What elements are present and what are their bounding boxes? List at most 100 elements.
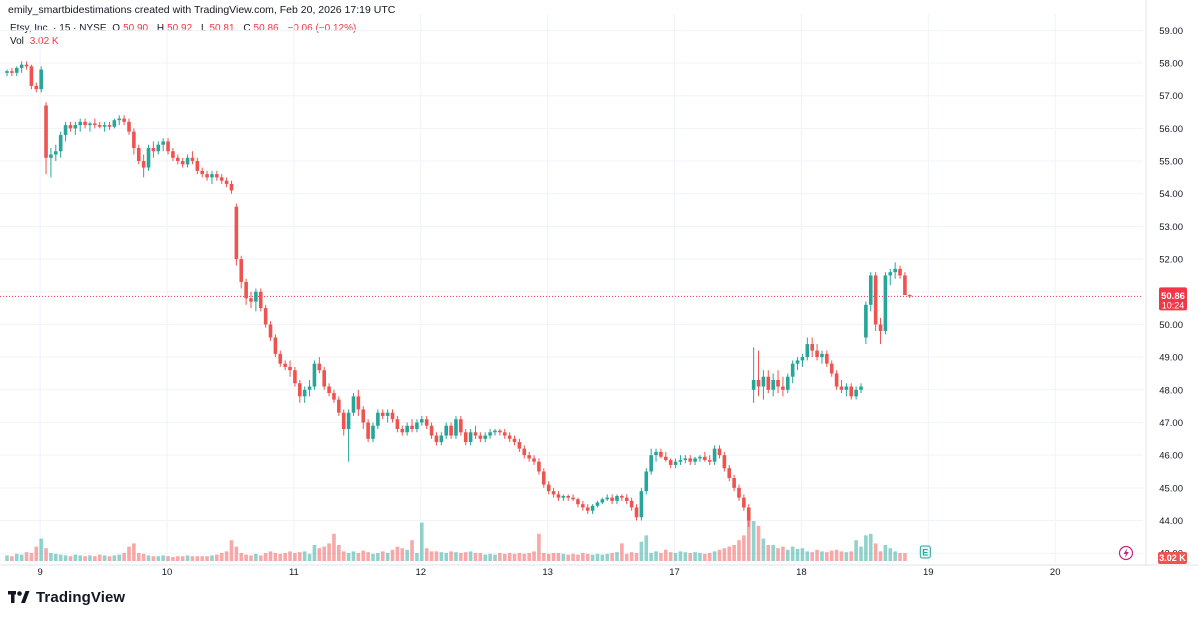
open-label: O: [112, 23, 121, 34]
candle-body: [673, 461, 678, 465]
x-tick-label: 10: [162, 567, 173, 578]
candle-body: [219, 177, 224, 181]
candle-body: [5, 71, 9, 73]
volume-bar: [302, 551, 307, 561]
volume-bar: [829, 550, 834, 561]
volume-bar: [161, 555, 165, 561]
volume-bar: [566, 554, 570, 561]
candle-body: [268, 324, 273, 338]
candle-body: [517, 442, 522, 449]
price-tag-countdown: 10:24: [1162, 300, 1185, 310]
candle-body: [805, 344, 810, 358]
candle-body: [10, 71, 14, 73]
price-tag-bg: [1159, 287, 1187, 311]
candle-body: [585, 507, 590, 511]
volume-bar: [585, 553, 590, 561]
candle-body: [522, 448, 527, 456]
candle-body: [590, 505, 595, 511]
volume-bar: [351, 551, 356, 561]
volume-bar: [502, 553, 507, 561]
volume-bar: [141, 553, 146, 561]
volume-bar: [898, 553, 902, 561]
candle-body: [19, 64, 24, 68]
volume-bar: [693, 552, 697, 561]
candle-body: [141, 161, 146, 168]
candle-body: [893, 268, 897, 273]
volume-bar: [83, 556, 87, 561]
volume-bar: [468, 551, 473, 561]
y-tick-label: 49.00: [1159, 353, 1183, 364]
volume-bar: [356, 553, 361, 561]
candle-body: [795, 360, 800, 364]
volume-bar: [478, 553, 483, 561]
candle-body: [29, 66, 34, 86]
candle-body: [644, 471, 649, 492]
candle-body: [376, 412, 380, 426]
candle-body: [298, 383, 302, 397]
volume-bar: [605, 553, 610, 561]
volume-bar: [424, 548, 429, 561]
tradingview-icon: [8, 591, 30, 603]
volume-bar: [102, 555, 107, 561]
volume-bar: [766, 545, 771, 561]
candle-body: [54, 151, 58, 155]
volume-bar: [132, 543, 136, 561]
candle-body: [83, 121, 87, 126]
volume-bar: [122, 553, 126, 561]
volume-bar: [561, 553, 566, 561]
lightning-bolt: [1123, 548, 1129, 558]
candle-body: [766, 376, 771, 390]
candle-body: [859, 386, 863, 390]
volume-bar: [229, 540, 234, 561]
tradingview-logo[interactable]: TradingView: [8, 589, 125, 606]
volume-bar: [790, 546, 795, 561]
volume-bar: [136, 553, 141, 561]
chart-legend: Etsy, Inc. · 15 · NYSE O 50.90 H 50.92 L 50…: [10, 22, 359, 48]
volume-bar: [195, 556, 200, 561]
volume-bar: [107, 556, 112, 561]
volume-bar: [649, 553, 653, 561]
candle-body: [722, 455, 727, 469]
y-tick-label: 55.00: [1159, 157, 1183, 168]
candle-body: [439, 435, 444, 443]
candle-body: [420, 419, 424, 423]
volume-bar: [293, 553, 297, 561]
candle-body: [424, 419, 429, 426]
volume-bar: [205, 556, 209, 561]
volume-bar: [395, 546, 400, 561]
volume-bar: [146, 555, 151, 561]
candle-body: [258, 291, 263, 309]
volume-bar: [473, 553, 478, 561]
volume-bar: [746, 513, 751, 561]
candle-body: [44, 105, 48, 158]
candle-body: [693, 458, 697, 462]
candle-body: [229, 183, 234, 191]
candle-body: [73, 125, 78, 129]
candle-body: [595, 502, 600, 506]
candle-body: [337, 399, 341, 413]
volume-bar: [483, 554, 488, 561]
candle-body: [434, 435, 439, 443]
candle-body: [605, 497, 610, 500]
candle-body: [790, 363, 795, 377]
candle-body: [561, 496, 566, 498]
candle-body: [620, 496, 624, 498]
volume-bar: [659, 553, 663, 561]
volume-bar: [512, 553, 517, 561]
candle-body: [756, 380, 761, 387]
candle-body: [210, 174, 214, 178]
candle-body: [190, 157, 195, 162]
volume-bar: [854, 540, 858, 561]
volume-bar: [68, 556, 73, 561]
volume-bar: [722, 548, 727, 561]
volume-bar: [498, 553, 502, 561]
volume-bar: [249, 555, 253, 561]
volume-bar: [390, 549, 395, 561]
volume-bar: [698, 553, 702, 561]
candle-body: [615, 496, 619, 501]
volume-bar: [73, 554, 78, 561]
candle-body: [903, 275, 907, 296]
volume-bar: [210, 555, 214, 561]
